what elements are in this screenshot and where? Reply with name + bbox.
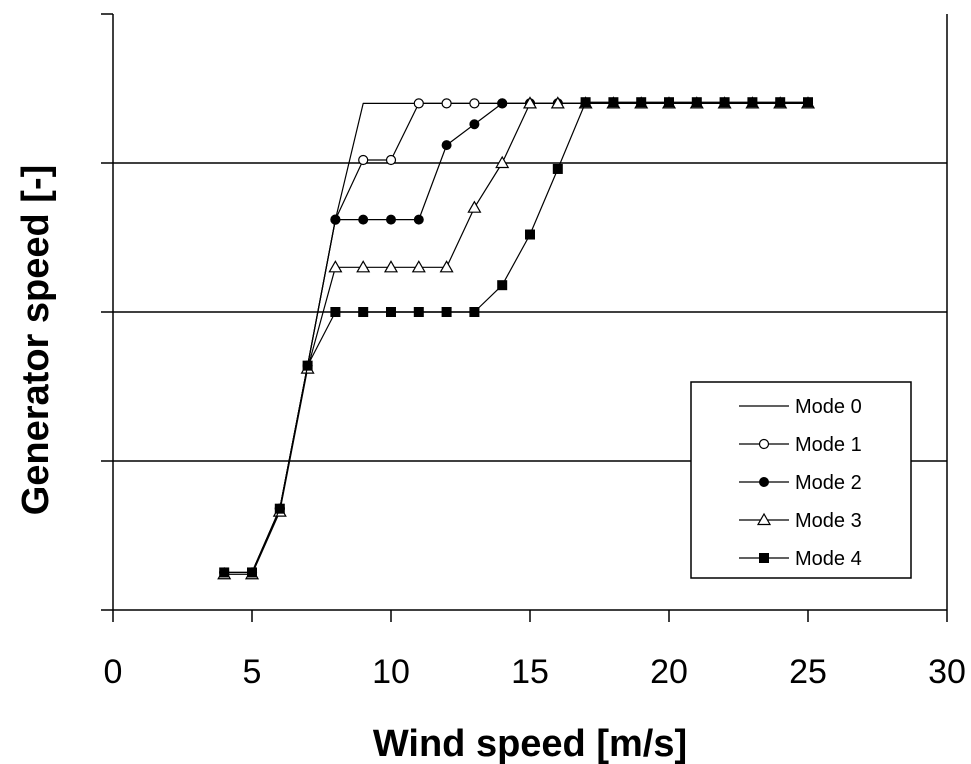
data-point xyxy=(636,97,647,108)
data-point xyxy=(330,214,341,225)
data-point xyxy=(358,214,369,225)
data-point xyxy=(441,140,452,151)
x-axis-title: Wind speed [m/s] xyxy=(373,723,687,764)
data-point xyxy=(386,214,396,225)
legend-box xyxy=(690,381,912,579)
data-point xyxy=(522,96,538,109)
data-point xyxy=(441,307,452,317)
data-point xyxy=(413,98,424,109)
x-tick-label: 5 xyxy=(243,653,262,691)
legend: Mode 0 Mode 1 Mode 2 Mode 3 Mode 4 xyxy=(690,381,912,579)
data-point xyxy=(330,307,341,317)
series-4 xyxy=(219,97,813,578)
data-point xyxy=(219,567,230,578)
data-point xyxy=(274,503,285,514)
data-point xyxy=(759,477,769,487)
data-point xyxy=(328,260,343,273)
data-point xyxy=(664,97,674,108)
legend-label: Mode 1 xyxy=(795,434,862,456)
data-point xyxy=(495,155,510,169)
data-point xyxy=(411,260,426,273)
data-point xyxy=(758,438,770,450)
data-point xyxy=(719,97,730,108)
data-point xyxy=(356,260,371,273)
legend-label: Mode 2 xyxy=(795,472,862,494)
series-layer xyxy=(217,96,816,580)
data-point xyxy=(580,97,591,108)
data-point xyxy=(469,98,480,109)
data-point xyxy=(439,260,454,273)
legend-label: Mode 3 xyxy=(795,510,862,532)
data-point xyxy=(759,553,769,563)
data-point xyxy=(497,98,508,109)
y-axis-title: Generator speed [-] xyxy=(15,165,57,516)
data-point xyxy=(608,97,619,108)
x-tick-label: 20 xyxy=(650,653,688,691)
data-point xyxy=(386,307,396,317)
data-point xyxy=(550,96,565,109)
data-point xyxy=(383,260,399,273)
data-point xyxy=(413,214,424,225)
data-point xyxy=(441,98,452,109)
x-tick-label: 0 xyxy=(104,653,123,691)
data-point xyxy=(358,154,369,166)
data-point xyxy=(358,307,369,317)
axes xyxy=(101,13,948,622)
tick-labels: 0 5 10 15 20 25 30 xyxy=(104,653,966,691)
series-line xyxy=(224,102,808,575)
series-line xyxy=(224,101,808,574)
x-tick-label: 10 xyxy=(372,653,410,691)
data-point xyxy=(302,360,313,371)
data-point xyxy=(469,119,480,130)
data-point xyxy=(525,229,535,240)
x-tick-label: 25 xyxy=(789,653,827,691)
data-point xyxy=(803,97,813,108)
data-point xyxy=(467,200,482,213)
data-point xyxy=(756,512,772,526)
x-tick-label: 15 xyxy=(511,653,549,691)
data-point xyxy=(385,154,397,166)
data-point xyxy=(775,97,786,108)
data-point xyxy=(247,567,257,578)
data-point xyxy=(747,97,758,108)
data-point xyxy=(497,280,508,291)
data-point xyxy=(413,307,424,317)
data-point xyxy=(469,307,480,317)
legend-label: Mode 4 xyxy=(795,548,862,570)
x-tick-label: 30 xyxy=(928,653,966,691)
data-point xyxy=(552,163,563,174)
data-point xyxy=(691,97,702,108)
legend-label: Mode 0 xyxy=(795,396,862,418)
